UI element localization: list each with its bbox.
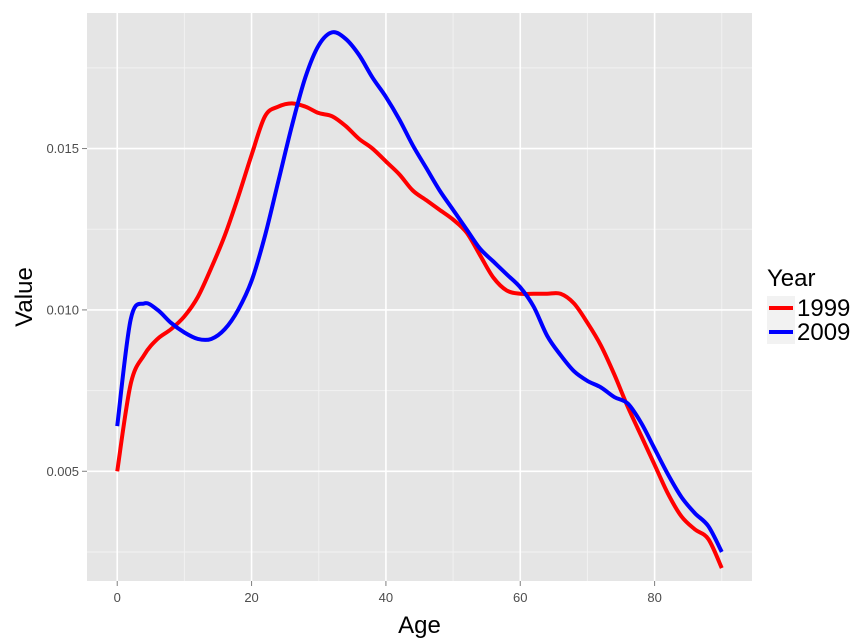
y-tick-label: 0.005	[46, 464, 79, 479]
x-tick-label: 80	[647, 590, 661, 605]
minor-gridlines	[87, 13, 752, 581]
x-tick-label: 0	[114, 590, 121, 605]
x-axis-title: Age	[398, 612, 441, 639]
legend-title: Year	[767, 265, 816, 292]
x-axis-tick-labels: 0 20 40 60 80	[114, 590, 662, 605]
y-axis-title: Value	[11, 267, 38, 327]
x-tick-label: 20	[244, 590, 258, 605]
panel-background	[87, 13, 752, 581]
series-line-1999	[115, 101, 724, 569]
y-tick-label: 0.015	[46, 141, 79, 156]
x-tick-label: 40	[379, 590, 393, 605]
legend-label-1999: 1999	[797, 295, 850, 322]
legend-label-2009: 2009	[797, 319, 850, 346]
y-tick-label: 0.010	[46, 302, 79, 317]
axis-ticks	[82, 148, 656, 586]
major-gridlines	[87, 13, 752, 581]
series-line-2009	[115, 30, 724, 553]
series-lines	[115, 30, 724, 569]
x-tick-label: 60	[513, 590, 527, 605]
y-axis-tick-labels: 0.005 0.010 0.015	[46, 141, 79, 479]
